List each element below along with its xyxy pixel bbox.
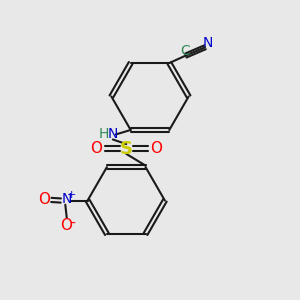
Text: C: C	[180, 44, 190, 58]
Text: -: -	[70, 217, 75, 231]
Text: N: N	[61, 192, 72, 206]
Text: N: N	[202, 36, 213, 50]
Text: O: O	[91, 141, 103, 156]
Text: +: +	[67, 190, 76, 200]
Text: O: O	[38, 192, 50, 207]
Text: H: H	[98, 128, 109, 141]
Text: O: O	[60, 218, 72, 233]
Text: S: S	[120, 140, 133, 158]
Text: N: N	[108, 128, 118, 141]
Text: O: O	[150, 141, 162, 156]
